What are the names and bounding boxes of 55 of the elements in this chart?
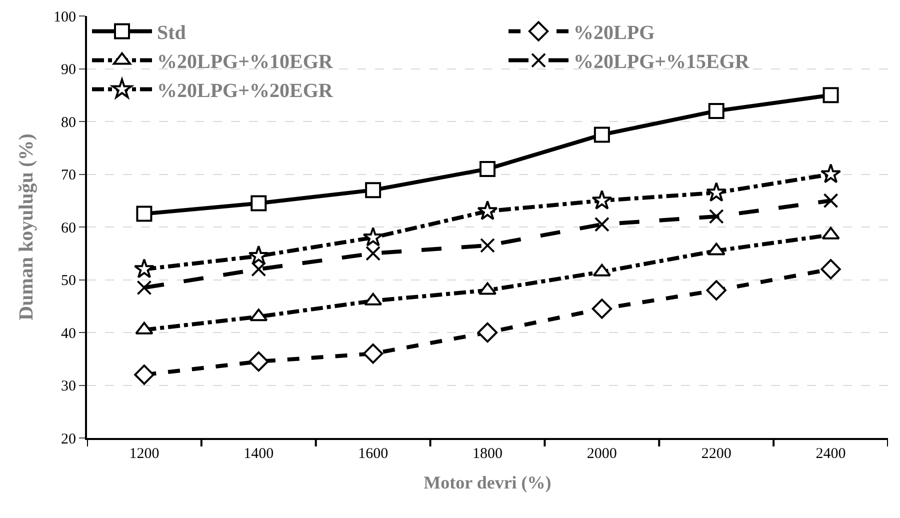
- x-tick-label: 1200: [129, 446, 160, 462]
- point: [136, 280, 152, 296]
- point: [248, 245, 269, 265]
- point: [477, 322, 498, 343]
- point: [136, 206, 152, 222]
- x-axis-title: Motor devri (%): [424, 472, 552, 493]
- y-tick-label: 100: [54, 9, 76, 26]
- point: [707, 242, 726, 256]
- point: [706, 280, 726, 300]
- point: [820, 259, 841, 280]
- point: [362, 226, 384, 246]
- y-tick-label: 90: [61, 62, 76, 78]
- x-tick-label: 1400: [244, 446, 274, 462]
- point: [480, 238, 495, 253]
- point: [250, 308, 268, 322]
- point: [477, 200, 498, 220]
- point: [708, 208, 724, 224]
- point: [822, 87, 839, 104]
- point: [134, 258, 155, 278]
- x-tick-label: 1600: [358, 446, 388, 462]
- x-tick-label: 2400: [816, 446, 846, 462]
- legend-label: %20LPG: [574, 22, 656, 44]
- point: [708, 102, 724, 119]
- y-tick-label: 30: [61, 378, 76, 394]
- legend-label: %20LPG+%10EGR: [157, 51, 334, 74]
- y-tick-label: 70: [61, 168, 76, 184]
- x-tick-label: 1800: [472, 446, 502, 462]
- y-tick-label: 60: [61, 220, 76, 236]
- point: [134, 364, 154, 385]
- point: [362, 344, 384, 364]
- y-tick-label: 50: [61, 273, 76, 289]
- point: [592, 190, 612, 210]
- point: [592, 298, 612, 319]
- point: [366, 246, 381, 261]
- point: [251, 262, 266, 277]
- point: [365, 182, 382, 198]
- y-tick-label: 20: [61, 431, 76, 448]
- point: [706, 182, 727, 202]
- point: [823, 193, 838, 208]
- legend-label: Std: [157, 22, 186, 44]
- point: [480, 160, 496, 177]
- legend-label: %20LPG+%15EGR: [574, 51, 750, 74]
- y-axis-title: Duman koyuluğu (%): [16, 134, 38, 320]
- point: [250, 195, 267, 212]
- point: [135, 322, 154, 334]
- x-tick-label: 2200: [701, 446, 732, 462]
- point: [248, 351, 269, 372]
- point: [822, 226, 840, 240]
- point: [820, 163, 842, 184]
- x-tick-label: 2000: [586, 446, 617, 462]
- point: [594, 216, 610, 232]
- point: [594, 126, 610, 143]
- legend-label: %20LPG+%20EGR: [157, 80, 334, 102]
- y-tick-label: 40: [61, 326, 76, 342]
- y-tick-label: 80: [61, 114, 76, 131]
